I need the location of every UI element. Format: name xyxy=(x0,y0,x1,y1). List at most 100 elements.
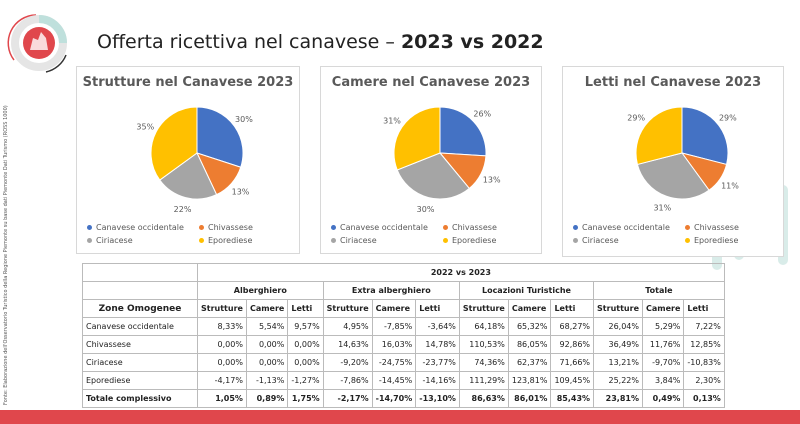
group-header: Alberghiero xyxy=(197,281,324,300)
legend-label: Ciriacese xyxy=(340,236,377,245)
legend: Canavese occidentale Chivassese Ciriacese E… xyxy=(573,223,775,245)
comparison-table: 2022 vs 2023 Alberghiero Extra alberghiero… xyxy=(82,263,725,408)
value-cell: 86,01% xyxy=(507,389,552,408)
legend-label: Eporediese xyxy=(694,236,739,245)
legend-label: Ciriacese xyxy=(582,236,619,245)
total-row: Totale complessivo 1,05% 0,89% 1,75% -2,17% -… xyxy=(82,389,725,408)
data-label: 31% xyxy=(653,204,671,213)
subheader: Camere xyxy=(641,299,685,318)
legend: Canavese occidentale Chivassese Ciriacese E… xyxy=(331,223,533,245)
legend-label: Canavese occidentale xyxy=(96,223,184,232)
legend-item: Ciriacese xyxy=(573,236,685,245)
pie-slice-eporediese xyxy=(393,106,441,171)
value-cell: -9,20% xyxy=(322,353,373,372)
value-cell: 0,00% xyxy=(245,335,289,354)
pie-slice-ciriacese xyxy=(396,152,471,200)
data-label: 11% xyxy=(721,182,739,191)
value-cell: 0,49% xyxy=(641,389,685,408)
value-cell: 71,66% xyxy=(550,353,595,372)
subheader: Letti xyxy=(683,299,725,318)
data-label: 22% xyxy=(174,205,192,214)
subheader: Strutture xyxy=(593,299,643,318)
data-label: 30% xyxy=(235,115,253,124)
value-cell: 64,18% xyxy=(458,317,509,336)
subheader: Strutture xyxy=(197,299,247,318)
data-label: 29% xyxy=(627,113,645,122)
value-cell: 1,05% xyxy=(197,389,247,408)
value-cell: 86,63% xyxy=(458,389,509,408)
value-cell: -2,17% xyxy=(322,389,373,408)
chart-strutture: Strutture nel Canavese 2023 30% 13% 22% 35% C… xyxy=(76,66,300,254)
subheader: Strutture xyxy=(322,299,373,318)
value-cell: 3,84% xyxy=(641,371,685,390)
legend-label: Ciriacese xyxy=(96,236,133,245)
value-cell: -14,45% xyxy=(371,371,417,390)
value-cell: 65,32% xyxy=(507,317,552,336)
legend-label: Eporediese xyxy=(208,236,253,245)
table-row: Eporediese -4,17% -1,13% -1,27% -7,86% -14,45… xyxy=(82,371,725,390)
value-cell: 9,57% xyxy=(287,317,324,336)
legend-label: Chivassese xyxy=(694,223,739,232)
subheader: Strutture xyxy=(458,299,509,318)
data-label: 35% xyxy=(136,123,154,132)
data-label: 30% xyxy=(417,205,435,214)
page-title: Offerta ricettiva nel canavese – 2023 vs… xyxy=(97,31,544,53)
value-cell: 0,13% xyxy=(683,389,725,408)
legend-label: Canavese occidentale xyxy=(582,223,670,232)
zone-name: Canavese occidentale xyxy=(82,317,198,336)
value-cell: 1,75% xyxy=(287,389,324,408)
pie-slice-ciriacese xyxy=(159,152,218,200)
data-label: 13% xyxy=(232,187,250,196)
legend-item: Eporediese xyxy=(199,236,289,245)
value-cell: 109,45% xyxy=(550,371,595,390)
value-cell: 11,76% xyxy=(641,335,685,354)
data-label: 31% xyxy=(383,116,401,125)
logo xyxy=(7,14,67,73)
value-cell: -9,70% xyxy=(641,353,685,372)
pie-slice-canavese-occidentale xyxy=(681,106,729,166)
value-cell: 74,36% xyxy=(458,353,509,372)
legend-label: Chivassese xyxy=(452,223,497,232)
legend-item: Chivassese xyxy=(685,223,775,232)
legend-item: Eporediese xyxy=(685,236,775,245)
zone-header: Zone Omogenee xyxy=(82,299,198,318)
table-row: Ciriacese 0,00% 0,00% 0,00% -9,20% -24,75% -23… xyxy=(82,353,725,372)
footer-bar xyxy=(0,410,800,424)
source-note: Fonte: Elaborazione dell'Osservatorio Tu… xyxy=(3,105,9,405)
legend-item: Chivassese xyxy=(443,223,533,232)
pie-slice-canavese-occidentale xyxy=(196,106,244,168)
group-header: Locazioni Turistiche xyxy=(458,281,595,300)
value-cell: 4,95% xyxy=(322,317,373,336)
legend-label: Chivassese xyxy=(208,223,253,232)
legend-item: Eporediese xyxy=(443,236,533,245)
value-cell: -4,17% xyxy=(197,371,247,390)
value-cell: 7,22% xyxy=(683,317,725,336)
value-cell: -13,10% xyxy=(415,389,460,408)
legend-label: Canavese occidentale xyxy=(340,223,428,232)
legend-item: Ciriacese xyxy=(87,236,199,245)
chart-title: Letti nel Canavese 2023 xyxy=(584,75,762,90)
value-cell: -14,16% xyxy=(415,371,460,390)
subheader: Camere xyxy=(507,299,552,318)
value-cell: 0,89% xyxy=(245,389,289,408)
legend-item: Ciriacese xyxy=(331,236,443,245)
legend-label: Eporediese xyxy=(452,236,497,245)
value-cell: 85,43% xyxy=(550,389,595,408)
value-cell: 14,63% xyxy=(322,335,373,354)
pie-slice-ciriacese xyxy=(636,152,710,200)
value-cell: 23,81% xyxy=(593,389,643,408)
pie-slice-canavese-occidentale xyxy=(439,106,487,157)
legend: Canavese occidentale Chivassese Ciriacese E… xyxy=(87,223,289,245)
value-cell: 0,00% xyxy=(197,353,247,372)
value-cell: 123,81% xyxy=(507,371,552,390)
legend-item: Canavese occidentale xyxy=(573,223,685,232)
zone-name: Eporediese xyxy=(82,371,198,390)
table-row: Chivassese 0,00% 0,00% 0,00% 14,63% 16,03% 14,… xyxy=(82,335,725,354)
pie-slice-eporediese xyxy=(635,106,683,166)
value-cell: 14,78% xyxy=(415,335,460,354)
value-cell: 5,54% xyxy=(245,317,289,336)
legend-item: Chivassese xyxy=(199,223,289,232)
group-header: Extra alberghiero xyxy=(322,281,460,300)
value-cell: 68,27% xyxy=(550,317,595,336)
subheader: Letti xyxy=(287,299,324,318)
